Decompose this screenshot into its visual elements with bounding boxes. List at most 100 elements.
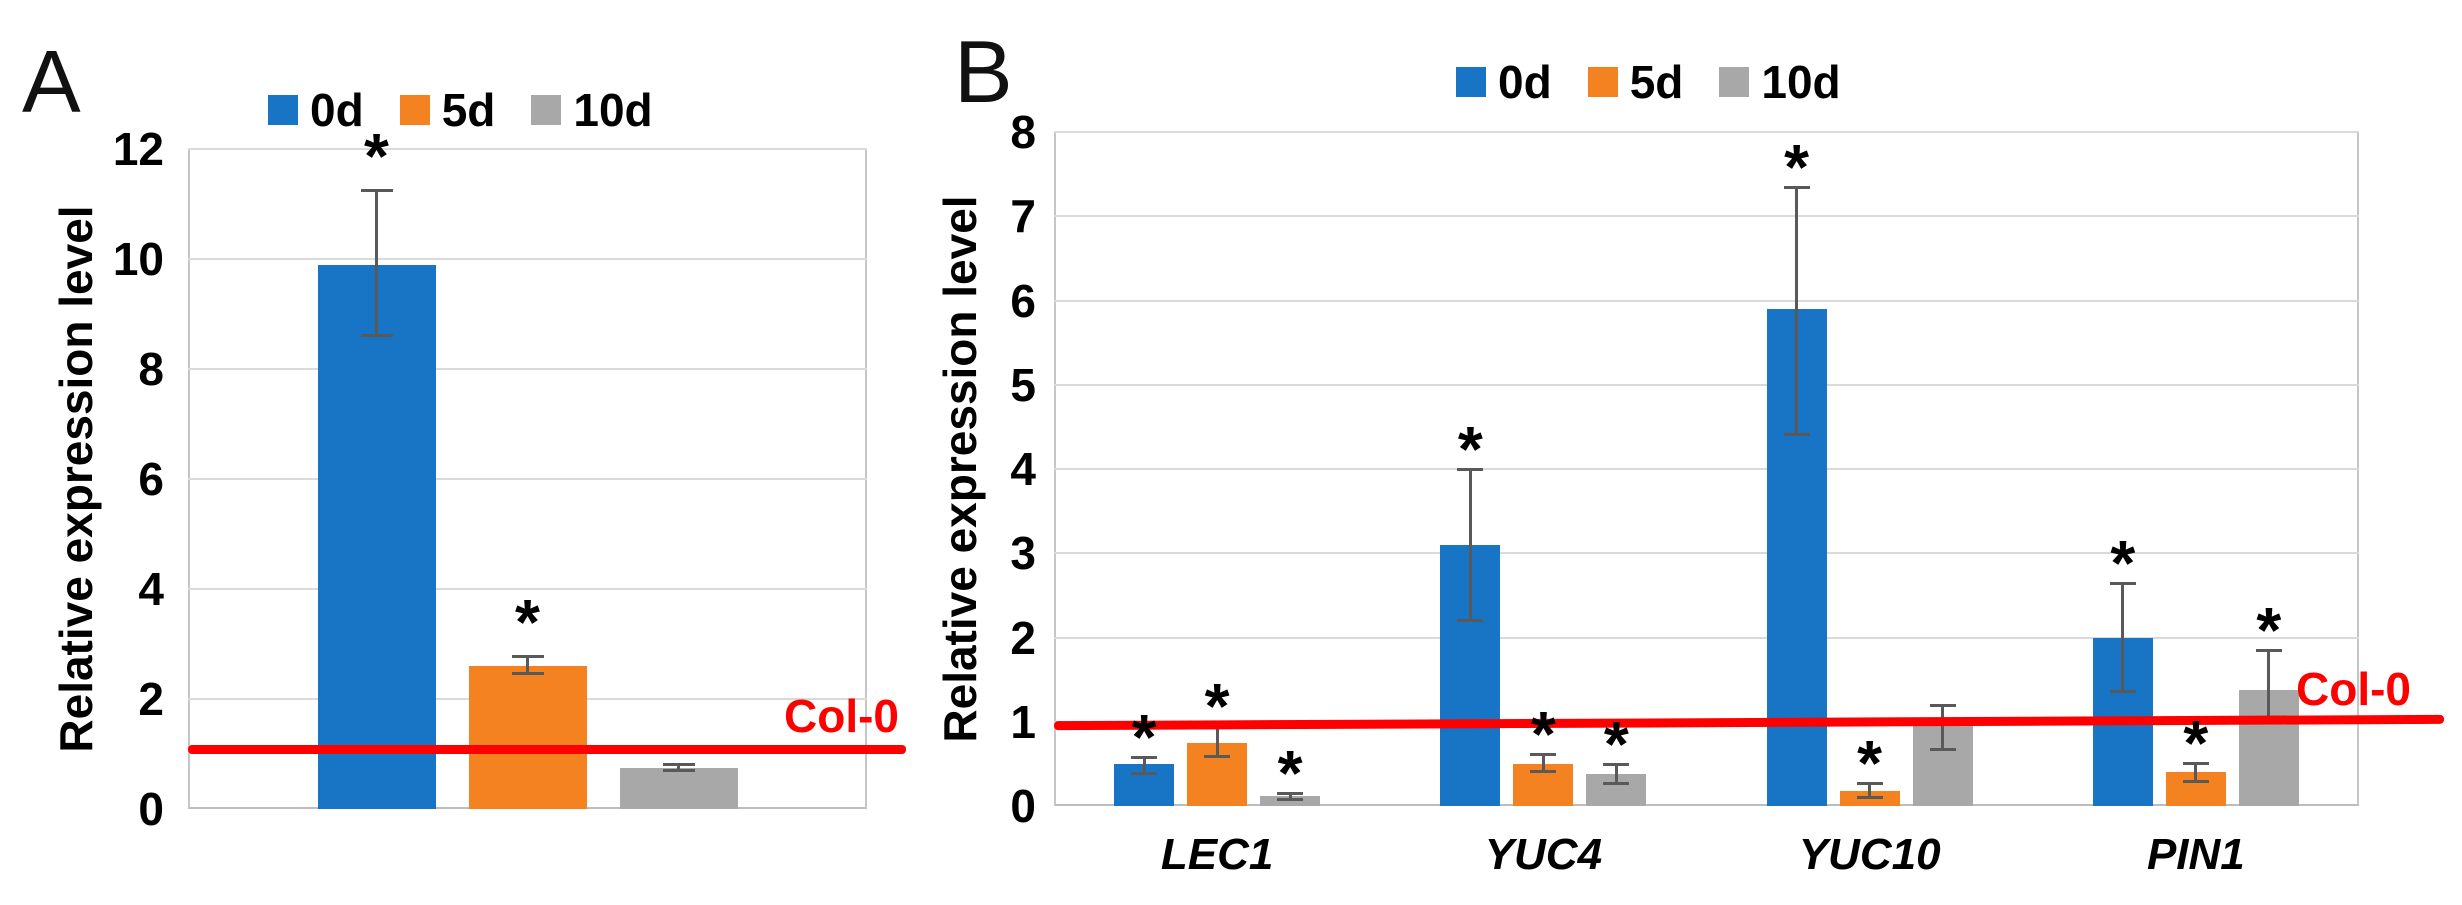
significance-asterisk: * [1857,727,1883,800]
error-bar-cap [1783,433,1810,437]
y-tick-label: 12 [112,123,164,175]
significance-asterisk: * [2256,594,2282,667]
y-tick-label: 0 [1010,780,1036,832]
col0-label: Col-0 [2296,662,2411,715]
error-bar [1288,792,1292,801]
gridline [188,148,867,150]
error-bar-cap [2109,581,2136,585]
error-bar [2121,582,2125,693]
error-bar-cap [1929,703,1956,707]
error-bar [1468,469,1472,621]
significance-asterisk: * [1457,413,1483,485]
y-tick-label: 6 [1010,274,1036,327]
significance-asterisk: * [2110,526,2136,599]
error-bar-cap [511,655,544,659]
x-category-label: YUC10 [1798,830,1941,879]
gridline [1054,131,2359,133]
significance-asterisk: * [1131,701,1157,774]
bar-chart-panel-a: 0 2 4 6 8 10 12 Relative expression level * * Col-… [0,0,940,905]
legend-swatch-5d-icon [1587,67,1618,97]
y-axis-title: Relative expression level [50,205,102,753]
legend-panel-a: 0d 5d 10d [268,84,653,136]
error-bar [1941,704,1945,750]
significance-asterisk: * [1603,707,1629,780]
gridline [1054,215,2359,218]
error-bar-cap [1783,185,1810,189]
error-bar-cap [511,672,544,676]
error-bar-cap [1277,791,1304,795]
error-bar-cap [2109,690,2136,694]
panel-a: A 0d 5d 10d 0 2 4 6 8 10 12 Relative expression… [0,0,940,905]
col0-reference-line [188,744,906,754]
error-bar-cap [1856,795,1883,799]
y-tick-label: 8 [138,343,164,395]
significance-asterisk: * [1277,736,1303,809]
y-tick-label: 3 [1010,527,1036,580]
significance-asterisk: * [364,120,389,193]
error-bar [677,764,680,772]
error-bar-cap [1204,755,1231,759]
gridline [188,478,867,480]
y-tick-label: 2 [138,673,164,725]
legend-swatch-5d-icon [399,95,430,125]
error-bar [375,190,378,336]
y-tick-label: 5 [1010,358,1036,411]
significance-asterisk: * [515,586,540,659]
y-tick-label: 4 [1010,443,1036,495]
panel-b-letter: B [954,22,1013,121]
error-bar-cap [1530,752,1557,756]
error-bar-cap [1131,756,1158,760]
error-bar [1215,725,1219,758]
error-bar-cap [2255,649,2282,653]
legend-label-10d: 10d [573,84,653,136]
legend-swatch-0d-icon [1456,67,1486,97]
error-bar-cap [1277,798,1304,802]
error-bar-cap [1457,618,1484,622]
col0-label: Col-0 [784,689,899,742]
legend-panel-b: 0d 5d 10d [1456,56,1841,108]
error-bar-cap [662,763,695,767]
gridline [188,258,867,260]
gridline [1054,552,2359,555]
gridline [188,368,867,370]
gridline [1054,468,2359,470]
significance-asterisk: * [2183,707,2209,780]
error-bar-cap [360,189,393,193]
x-category-label: YUC4 [1484,830,1603,879]
legend-swatch-10d-icon [531,95,562,125]
error-bar-cap [1603,782,1630,786]
bar-chart-panel-b: 0 1 2 3 4 5 6 7 8 Relative expression level * * * * * *… [934,0,2462,905]
legend-item-0d: 0d [268,85,364,135]
error-bar [1795,186,1799,436]
gridline [1054,383,2359,386]
x-category-label: PIN1 [2146,830,2245,879]
legend-label-0d: 0d [1498,56,1552,108]
error-bar [1541,753,1545,773]
significance-asterisk: * [1204,669,1230,742]
error-bar [2267,650,2271,721]
legend-item-5d: 5d [1587,57,1683,107]
significance-asterisk: * [1784,130,1810,203]
legend-swatch-10d-icon [1719,67,1750,97]
legend-item-10d: 10d [1719,56,1841,108]
x-category-label: LEC1 [1160,830,1274,879]
y-tick-label: 6 [138,453,164,505]
bar-10d-A [619,767,738,809]
gridline [1054,636,2359,639]
error-bar-cap [1603,762,1630,766]
bar-5d-A [468,666,587,809]
legend-swatch-0d-icon [268,95,298,125]
error-bar-cap [2182,779,2209,783]
legend-label-10d: 10d [1761,56,1841,108]
error-bar [1614,763,1618,785]
legend-item-10d: 10d [531,84,653,136]
error-bar-cap [360,334,393,337]
significance-asterisk: * [1530,697,1556,770]
y-tick-label: 1 [1010,695,1036,748]
gridline [188,588,867,590]
error-bar [1868,783,1872,798]
error-bar-cap [2182,762,2209,766]
legend-label-0d: 0d [310,84,364,136]
legend-item-0d: 0d [1456,57,1552,107]
